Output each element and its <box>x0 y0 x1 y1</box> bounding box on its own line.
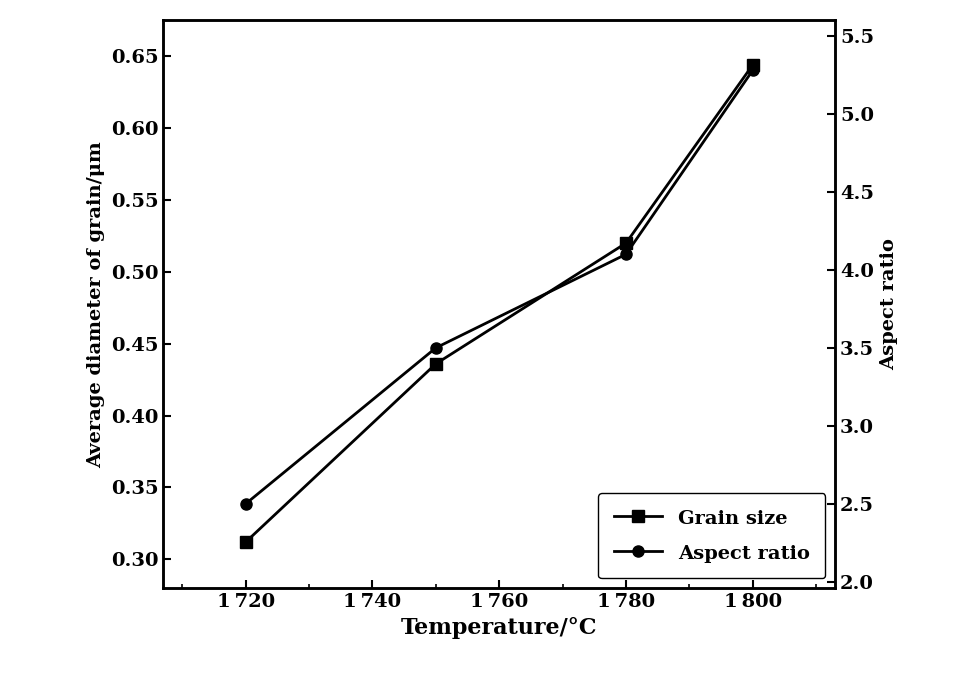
Aspect ratio <box>430 344 442 352</box>
Line: Grain size: Grain size <box>240 59 758 548</box>
Line: Aspect ratio: Aspect ratio <box>240 65 758 510</box>
Grain size <box>240 538 252 546</box>
Grain size <box>430 360 442 368</box>
Aspect ratio <box>240 500 252 508</box>
Grain size <box>620 239 632 247</box>
X-axis label: Temperature/°C: Temperature/°C <box>401 617 597 639</box>
Y-axis label: Average diameter of grain/μm: Average diameter of grain/μm <box>87 141 106 468</box>
Legend: Grain size, Aspect ratio: Grain size, Aspect ratio <box>598 493 826 579</box>
Aspect ratio <box>620 250 632 258</box>
Y-axis label: Aspect ratio: Aspect ratio <box>879 238 898 370</box>
Grain size <box>747 61 758 69</box>
Aspect ratio <box>747 66 758 74</box>
